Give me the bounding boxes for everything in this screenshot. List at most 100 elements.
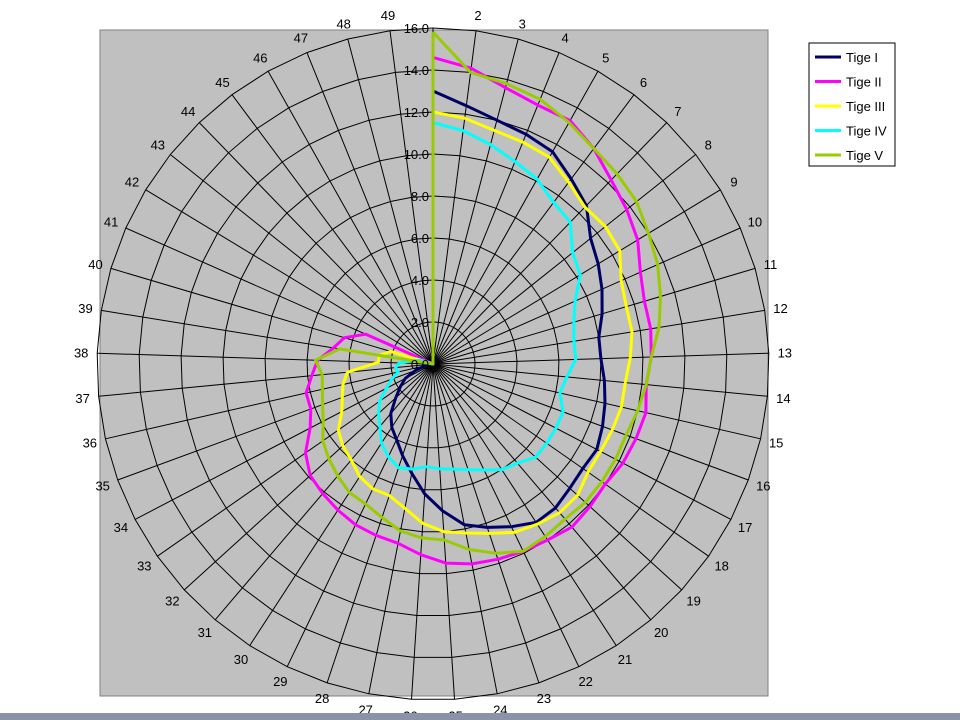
category-label: 49 bbox=[381, 8, 395, 23]
bottom-strip bbox=[0, 713, 960, 720]
grid-spoke bbox=[432, 154, 697, 365]
grid-spoke bbox=[183, 363, 434, 591]
grid-spoke bbox=[326, 363, 434, 684]
grid-spoke bbox=[117, 363, 434, 481]
grid-spoke bbox=[432, 363, 749, 481]
category-label: 4 bbox=[561, 31, 568, 46]
grid-spoke bbox=[432, 363, 617, 646]
grid-spoke bbox=[105, 363, 434, 440]
category-label: 34 bbox=[114, 520, 128, 535]
r-tick-label: 0.0 bbox=[411, 357, 429, 372]
category-label: 5 bbox=[602, 50, 609, 65]
grid-ring bbox=[222, 153, 644, 575]
category-label: 39 bbox=[78, 301, 92, 316]
r-tick-label: 12.0 bbox=[404, 105, 429, 120]
series-line-3 bbox=[336, 110, 634, 535]
legend-entry: Tige I bbox=[846, 50, 878, 65]
category-label: 47 bbox=[294, 31, 308, 46]
grid-spoke bbox=[389, 30, 434, 365]
category-label: 30 bbox=[234, 652, 248, 667]
grid-spoke bbox=[214, 363, 434, 621]
category-label: 12 bbox=[773, 301, 787, 316]
category-labels: 2345678910111213141516171819202122232425… bbox=[74, 8, 792, 720]
category-label: 21 bbox=[618, 652, 632, 667]
grid-spoke bbox=[145, 189, 434, 365]
grid-spoke bbox=[267, 70, 434, 365]
r-tick-label: 10.0 bbox=[404, 147, 429, 162]
grid-ring bbox=[138, 69, 728, 658]
category-label: 33 bbox=[137, 558, 151, 573]
grid-spoke bbox=[231, 94, 434, 365]
category-label: 32 bbox=[165, 594, 179, 609]
category-label: 42 bbox=[125, 175, 139, 190]
r-tick-label: 14.0 bbox=[404, 63, 429, 78]
grid-spoke bbox=[432, 267, 756, 365]
grid-spoke bbox=[432, 363, 768, 397]
grid-spoke bbox=[432, 363, 540, 684]
r-tick-label: 6.0 bbox=[411, 231, 429, 246]
grid-spoke bbox=[134, 363, 434, 520]
legend-entry: Tige V bbox=[846, 148, 883, 163]
grid-spoke bbox=[286, 363, 434, 667]
grid-spoke bbox=[432, 363, 761, 440]
category-label: 20 bbox=[654, 625, 668, 640]
grid-spoke bbox=[198, 122, 434, 365]
grid-ring bbox=[390, 321, 476, 407]
grid-spoke bbox=[432, 363, 709, 557]
category-label: 18 bbox=[714, 558, 728, 573]
category-label: 45 bbox=[215, 75, 229, 90]
category-label: 40 bbox=[88, 257, 102, 272]
category-label: 7 bbox=[674, 104, 681, 119]
r-tick-label: 16.0 bbox=[404, 21, 429, 36]
category-label: 3 bbox=[519, 17, 526, 32]
grid-spoke bbox=[249, 363, 434, 646]
category-label: 41 bbox=[104, 215, 118, 230]
grid-spoke bbox=[110, 267, 434, 365]
r-tick-label: 4.0 bbox=[411, 273, 429, 288]
grid-spoke bbox=[432, 38, 519, 365]
grid-ring bbox=[306, 237, 560, 491]
category-label: 15 bbox=[769, 435, 783, 450]
category-label: 19 bbox=[686, 594, 700, 609]
grid-spoke bbox=[432, 227, 741, 365]
grid-spoke bbox=[306, 52, 434, 365]
grid-spoke bbox=[432, 122, 668, 365]
series-line-5 bbox=[314, 31, 662, 555]
category-label: 35 bbox=[95, 479, 109, 494]
grid-spoke bbox=[347, 38, 434, 365]
category-label: 9 bbox=[730, 175, 737, 190]
category-label: 38 bbox=[74, 346, 88, 361]
category-label: 31 bbox=[198, 625, 212, 640]
category-label: 22 bbox=[578, 674, 592, 689]
legend-entry: Tige II bbox=[846, 75, 882, 90]
grid-spoke bbox=[169, 154, 434, 365]
grid-spoke bbox=[157, 363, 434, 557]
series-lines bbox=[304, 31, 662, 566]
grid-spoke bbox=[432, 189, 721, 365]
grid-spoke bbox=[432, 363, 652, 621]
category-label: 36 bbox=[83, 435, 97, 450]
category-label: 11 bbox=[764, 257, 778, 272]
category-label: 29 bbox=[273, 674, 287, 689]
grid-spoke bbox=[368, 363, 434, 694]
grid-spoke bbox=[98, 363, 434, 397]
grid-spoke bbox=[432, 94, 635, 365]
legend-entry: Tige IV bbox=[846, 124, 887, 139]
category-label: 13 bbox=[778, 346, 792, 361]
category-label: 2 bbox=[474, 8, 481, 23]
legend-entry: Tige III bbox=[846, 99, 885, 114]
grid-spoke bbox=[432, 30, 477, 365]
radial-tick-labels: 0.0 2.0 4.0 6.0 8.0 10.0 12.0 14.0 16.0 bbox=[404, 21, 429, 372]
grid-spoke bbox=[432, 363, 732, 520]
grid-spoke bbox=[432, 363, 683, 591]
grid-spoke bbox=[411, 363, 434, 700]
category-label: 16 bbox=[756, 479, 770, 494]
category-label: 14 bbox=[776, 391, 790, 406]
r-tick-label: 8.0 bbox=[411, 189, 429, 204]
grid-ring bbox=[348, 279, 518, 449]
grid-spoke bbox=[432, 363, 580, 667]
grid-ring bbox=[96, 27, 770, 700]
category-label: 17 bbox=[738, 520, 752, 535]
category-label: 8 bbox=[705, 138, 712, 153]
